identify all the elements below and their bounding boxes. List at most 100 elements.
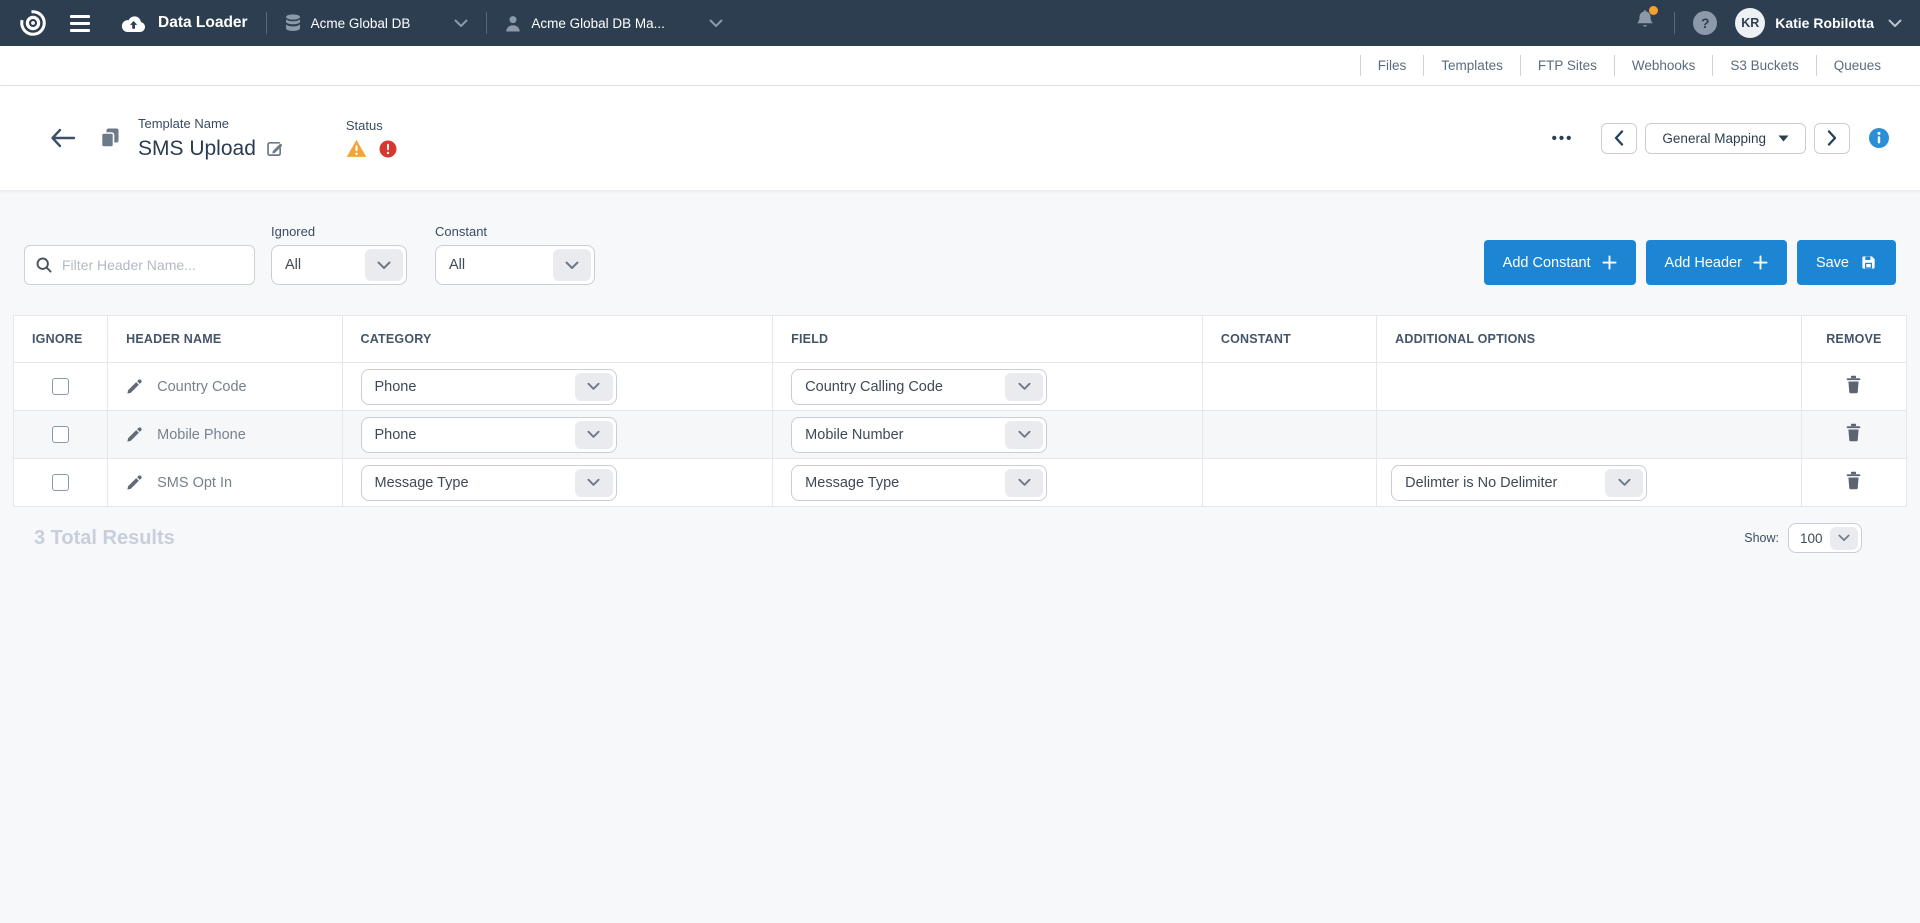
- column-header-additional-options: ADDITIONAL OPTIONS: [1376, 315, 1802, 363]
- template-name-label: Template Name: [138, 115, 230, 131]
- header-name-value: Mobile Phone: [157, 426, 246, 443]
- notifications-bell-icon[interactable]: [1634, 6, 1659, 37]
- column-header-field: FIELD: [772, 315, 1203, 363]
- save-button[interactable]: Save: [1796, 240, 1896, 285]
- status-label: Status: [345, 118, 383, 133]
- divider: [1674, 12, 1676, 34]
- cloud-upload-icon: [121, 15, 146, 32]
- mapping-view-dropdown[interactable]: General Mapping: [1645, 122, 1806, 154]
- person-icon: [506, 15, 521, 31]
- database-selector-value: Acme Global DB: [310, 15, 411, 31]
- ignored-filter-select[interactable]: All: [271, 245, 407, 285]
- info-icon[interactable]: [1868, 127, 1890, 149]
- additional-options-cell: [1376, 362, 1802, 411]
- field-select[interactable]: Country Calling Code: [791, 368, 1048, 405]
- page-header: Template Name SMS Upload Status •••: [0, 86, 1920, 190]
- chevron-down-icon: [1605, 468, 1644, 497]
- nav-item-templates[interactable]: Templates: [1423, 55, 1520, 76]
- field-select[interactable]: Mobile Number: [791, 416, 1048, 453]
- additional-options-cell: [1376, 410, 1802, 459]
- total-results: 3 Total Results: [34, 526, 175, 549]
- nav-item-s3-buckets[interactable]: S3 Buckets: [1712, 55, 1815, 76]
- plus-icon: [1753, 255, 1768, 270]
- nav-item-files[interactable]: Files: [1359, 55, 1424, 76]
- table-row: Mobile Phone Phone Mobile Number: [12, 410, 1908, 459]
- field-select[interactable]: Message Type: [791, 464, 1048, 501]
- column-header-category: CATEGORY: [341, 315, 774, 363]
- add-constant-button[interactable]: Add Constant: [1483, 240, 1636, 285]
- constant-cell: [1201, 410, 1378, 459]
- nav-item-webhooks[interactable]: Webhooks: [1613, 55, 1713, 76]
- notification-dot: [1649, 6, 1659, 15]
- mapping-selector-value: Acme Global DB Ma...: [531, 15, 665, 31]
- show-label: Show:: [1744, 531, 1779, 545]
- chevron-down-icon: [709, 19, 723, 27]
- ignore-checkbox[interactable]: [52, 377, 70, 395]
- pencil-icon[interactable]: [126, 426, 143, 443]
- pencil-icon[interactable]: [126, 474, 143, 491]
- chevron-down-icon: [1005, 372, 1044, 401]
- chevron-down-icon: [365, 249, 403, 281]
- nav-item-ftp-sites[interactable]: FTP Sites: [1519, 55, 1614, 76]
- next-mapping-button[interactable]: [1814, 122, 1850, 154]
- database-icon: [285, 14, 300, 31]
- constant-cell: [1201, 458, 1378, 507]
- app-title: Data Loader: [120, 13, 248, 34]
- back-arrow-icon[interactable]: [50, 128, 76, 148]
- divider: [486, 12, 488, 34]
- chevron-down-icon: [574, 468, 613, 497]
- edit-template-icon[interactable]: [265, 139, 284, 158]
- header-name-value: SMS Opt In: [157, 474, 233, 491]
- column-header-header-name: HEADER NAME: [107, 315, 343, 363]
- additional-options-cell: Delimter is No Delimiter: [1376, 458, 1802, 507]
- ignore-checkbox[interactable]: [52, 473, 70, 491]
- search-wrap: [24, 245, 255, 285]
- ignored-filter-label: Ignored: [271, 224, 316, 239]
- hamburger-menu-icon[interactable]: [70, 14, 90, 32]
- chevron-down-icon: [553, 249, 591, 281]
- category-select[interactable]: Phone: [360, 368, 617, 405]
- more-options-icon[interactable]: •••: [1551, 129, 1574, 147]
- error-icon[interactable]: [379, 140, 397, 158]
- page-title: SMS Upload: [138, 136, 256, 160]
- trash-icon[interactable]: [1845, 375, 1862, 394]
- chevron-down-icon: [1005, 420, 1044, 449]
- search-input[interactable]: [24, 245, 255, 285]
- app-logo-icon[interactable]: [16, 8, 50, 38]
- table-header-row: IGNORE HEADER NAME CATEGORY FIELD CONSTA…: [12, 315, 1908, 363]
- chevron-down-icon: [454, 19, 468, 27]
- mapping-view-value: General Mapping: [1662, 130, 1766, 146]
- search-icon: [36, 257, 52, 273]
- pencil-icon[interactable]: [126, 378, 143, 395]
- top-navbar: Data Loader Acme Global DB Acme Global D…: [0, 0, 1920, 46]
- mapping-selector[interactable]: Acme Global DB Ma...: [505, 15, 723, 32]
- divider: [265, 12, 267, 34]
- nav-item-queues[interactable]: Queues: [1815, 55, 1898, 76]
- avatar[interactable]: KR: [1735, 8, 1766, 38]
- category-select[interactable]: Phone: [360, 416, 617, 453]
- help-icon[interactable]: ?: [1693, 11, 1718, 35]
- chevron-down-icon[interactable]: [1888, 19, 1902, 28]
- filter-bar: Ignored All Constant All Add Constant Ad…: [0, 190, 1920, 285]
- trash-icon[interactable]: [1845, 471, 1862, 490]
- table-row: Country Code Phone Country Calling Code: [12, 362, 1908, 411]
- constant-filter-label: Constant: [435, 224, 488, 239]
- page-size-select[interactable]: 100: [1788, 523, 1862, 553]
- copy-template-icon[interactable]: [100, 127, 120, 149]
- database-selector[interactable]: Acme Global DB: [285, 14, 469, 32]
- column-header-remove: REMOVE: [1800, 315, 1908, 363]
- previous-mapping-button[interactable]: [1601, 122, 1638, 154]
- table-footer: 3 Total Results Show: 100: [0, 507, 1920, 553]
- add-header-button[interactable]: Add Header: [1645, 240, 1787, 285]
- column-header-constant: CONSTANT: [1201, 315, 1378, 363]
- trash-icon[interactable]: [1845, 423, 1862, 442]
- chevron-down-icon: [1005, 468, 1044, 497]
- caret-down-icon: [1778, 135, 1789, 141]
- chevron-down-icon: [1830, 526, 1858, 550]
- warning-icon[interactable]: [346, 139, 367, 158]
- additional-options-select[interactable]: Delimter is No Delimiter: [1391, 464, 1648, 501]
- constant-filter-select[interactable]: All: [435, 245, 595, 285]
- chevron-down-icon: [574, 372, 613, 401]
- ignore-checkbox[interactable]: [52, 425, 70, 443]
- category-select[interactable]: Message Type: [360, 464, 617, 501]
